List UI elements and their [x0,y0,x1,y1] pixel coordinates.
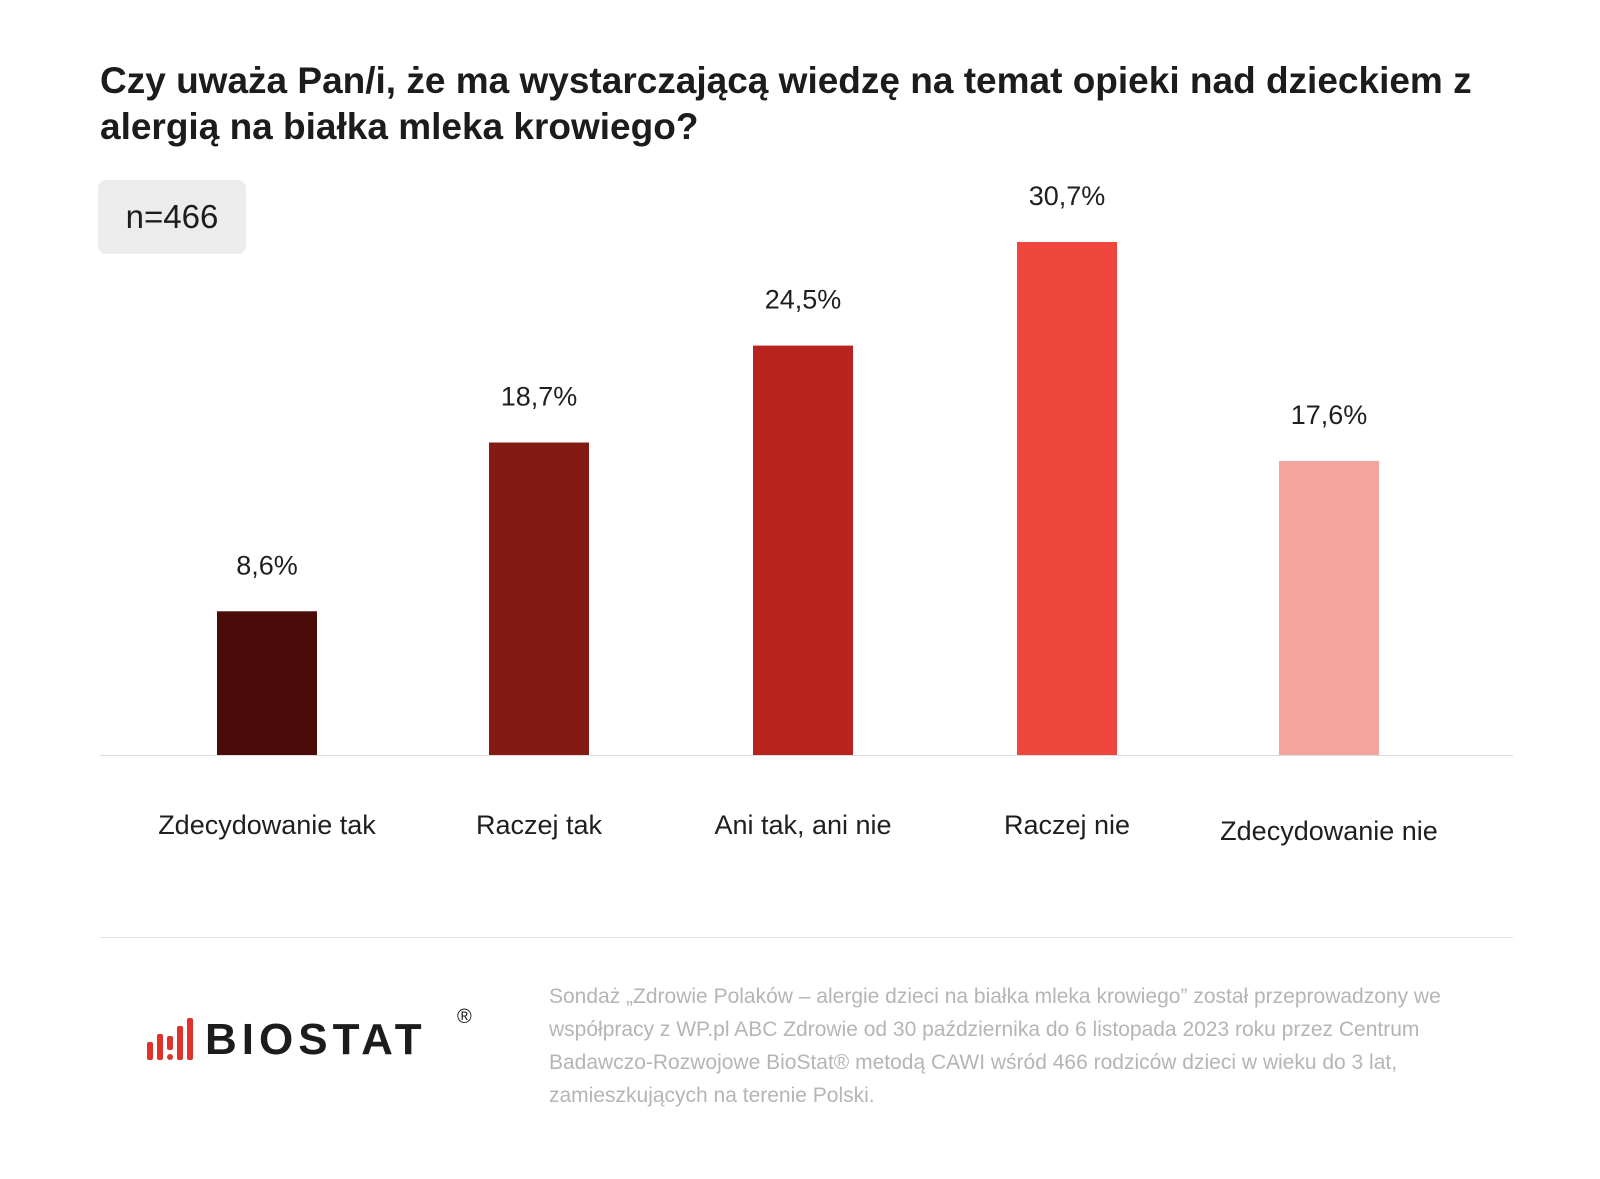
category-label-3: Ani tak, ani nie [714,810,891,840]
bar-2 [489,442,589,755]
sample-size-badge: n=466 [98,180,246,254]
registered-mark: ® [457,1006,472,1028]
value-label-5: 17,6% [1291,400,1368,430]
bar-chart: 8,6% Zdecydowanie tak 18,7% Raczej tak 24,5%… [100,181,1513,846]
bar-1 [217,611,317,755]
category-label-1: Zdecydowanie tak [158,810,376,840]
bar-chart-logo-icon [147,1018,193,1060]
value-label-1: 8,6% [236,550,298,580]
logo-wordmark: BIOSTAT [205,1015,427,1064]
survey-footnote: Sondaż „Zdrowie Polaków – alergie dzieci… [549,985,1441,1107]
value-label-2: 18,7% [501,382,578,412]
footer-divider [100,937,1513,938]
bar-3 [753,345,853,755]
bar-4 [1017,242,1117,755]
category-label-5: Zdecydowanie nie [1220,816,1438,846]
bar-5 [1279,460,1379,755]
biostat-logo: BIOSTAT ® [145,1006,485,1072]
category-label-2: Raczej tak [476,810,603,840]
chart-title: Czy uważa Pan/i, że ma wystarczającą wie… [100,60,1472,147]
value-label-3: 24,5% [765,285,842,315]
value-label-4: 30,7% [1029,181,1106,211]
category-label-4: Raczej nie [1004,810,1130,840]
